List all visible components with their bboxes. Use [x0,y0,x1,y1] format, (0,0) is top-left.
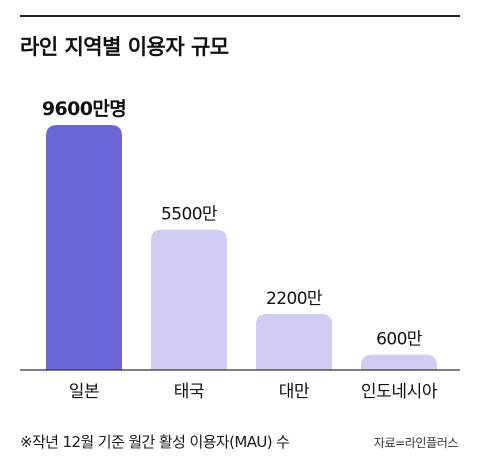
source-credit: 자료=라인플러스 [373,436,459,450]
category-label-4: 인도네시아 [361,382,438,402]
category-label-3: 대만 [279,382,310,402]
category-label-2: 태국 [174,382,204,402]
bar-3 [256,313,332,370]
chart-title: 라인 지역별 이용자 규모 [20,35,229,59]
footnote: ※작년 12월 기준 월간 활성 이용자(MAU) 수 [20,433,290,451]
data-label-1: 9600만명 [42,98,126,120]
bar-4 [361,354,437,370]
data-label-2: 5500만 [161,205,218,225]
top-rule [20,15,460,17]
category-label-1: 일본 [69,382,99,402]
bar-1 [46,125,122,370]
data-label-4: 600만 [376,330,423,350]
bar-2 [151,229,227,370]
data-label-3: 2200만 [266,289,323,309]
